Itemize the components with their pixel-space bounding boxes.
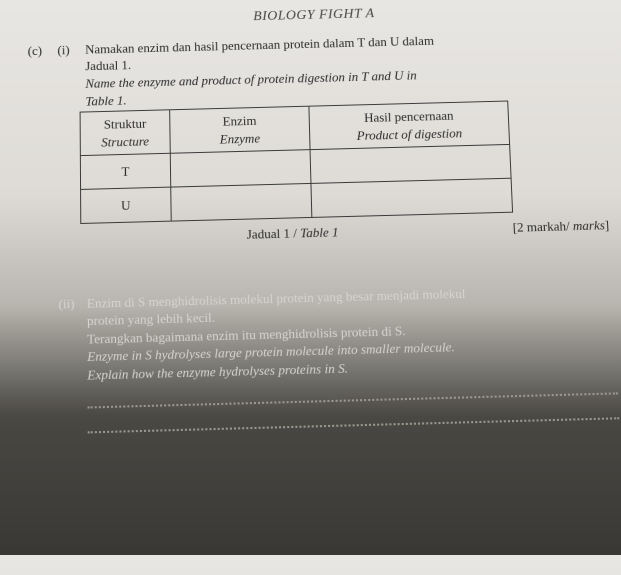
question-c-ii: (ii) Enzim di S menghidrolisis molekul p…	[28, 280, 621, 435]
spacer-outer	[28, 295, 59, 435]
question-c-i-body: Namakan enzim dan hasil pencernaan prote…	[85, 28, 612, 248]
row-u-structure: U	[81, 187, 172, 223]
answer-line[interactable]	[88, 393, 619, 409]
answer-line[interactable]	[88, 418, 620, 434]
page: BIOLOGY FIGHT A (c) (i) Namakan enzim da…	[28, 0, 621, 436]
row-u-product[interactable]	[311, 178, 513, 217]
marks-open: [2 markah/	[512, 218, 573, 235]
row-t-product[interactable]	[310, 145, 511, 184]
table-caption-ms: Jadual 1 /	[247, 226, 297, 242]
question-c-ii-body: Enzim di S menghidrolisis molekul protei…	[87, 280, 621, 434]
digestion-table: Struktur Structure Enzim Enzyme Hasil pe…	[80, 101, 514, 225]
th-product-en: Product of digestion	[318, 123, 501, 145]
th-structure: Struktur Structure	[80, 110, 170, 156]
th-structure-ms: Struktur	[89, 115, 162, 134]
row-u-enzyme[interactable]	[171, 184, 312, 222]
marks-en: marks	[573, 217, 606, 233]
label-c-ii: (ii)	[58, 294, 87, 434]
page-header: BIOLOGY FIGHT A	[28, 0, 601, 33]
table-caption-en: Table 1	[297, 224, 339, 240]
th-enzyme-en: Enzyme	[178, 128, 301, 149]
row-t-enzyme[interactable]	[170, 150, 311, 187]
row-t-structure: T	[80, 153, 170, 189]
question-c: (c) (i) Namakan enzim dan hasil pencerna…	[28, 28, 612, 250]
label-c: (c)	[28, 42, 59, 250]
th-structure-en: Structure	[89, 132, 162, 151]
th-product: Hasil pencernaan Product of digestion	[309, 101, 510, 150]
th-enzyme: Enzim Enzyme	[170, 106, 310, 153]
marks-close: ]	[604, 217, 609, 232]
